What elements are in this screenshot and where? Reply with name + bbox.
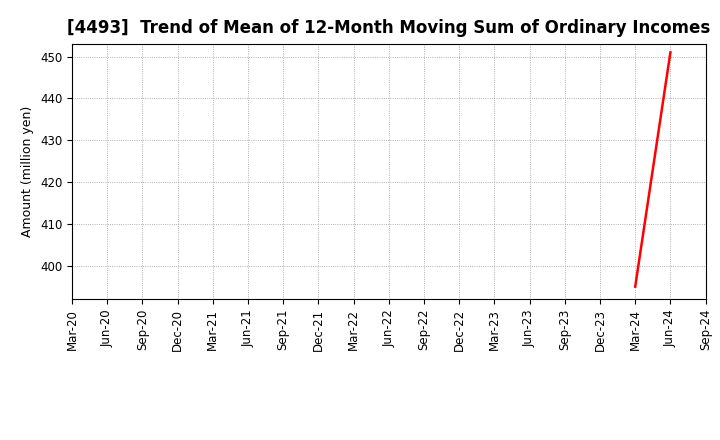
Y-axis label: Amount (million yen): Amount (million yen) [22,106,35,237]
Title: [4493]  Trend of Mean of 12-Month Moving Sum of Ordinary Incomes: [4493] Trend of Mean of 12-Month Moving … [67,19,711,37]
